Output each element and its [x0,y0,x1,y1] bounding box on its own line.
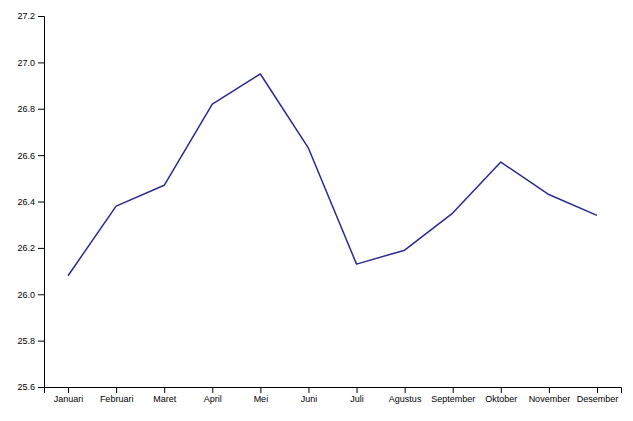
y-tick-label: 25.6 [17,382,35,392]
y-tick-mark [38,248,44,249]
x-tick-mark [260,387,261,393]
x-tick-mark [597,387,598,393]
x-axis: Januari Februari Maret April Mei Juni Juli Agus… [45,387,622,404]
x-tick-label: Februari [100,394,134,404]
y-tick-mark [38,341,44,342]
x-tick-mark [357,387,358,393]
x-tick-mark [116,387,117,393]
x-tick-mark [453,387,454,393]
x-tick-mark [501,387,502,393]
marks [68,74,597,276]
y-tick: 27.2 [17,11,44,21]
x-tick-label: Juli [350,394,364,404]
y-tick: 26.0 [17,290,44,300]
x-tick-label: April [204,394,222,404]
x-tick-label: Mei [254,394,269,404]
x-tick-label: Desember [577,394,619,404]
x-tick-label: Oktober [485,394,517,404]
x-tick-label: November [529,394,571,404]
y-axis-line [38,17,45,388]
x-tick: Oktober [485,387,517,404]
plot: Januari Februari Maret April Mei Juni Juli Agus… [17,11,621,404]
y-tick-label: 26.0 [17,290,35,300]
x-tick: September [431,387,475,404]
x-tick-label: Agustus [389,394,422,404]
y-tick: 26.8 [17,104,44,114]
x-tick: Juli [350,387,364,404]
chart: Januari Februari Maret April Mei Juni Juli Agus… [0,0,633,421]
x-tick: Januari [54,387,84,404]
y-tick: 25.8 [17,336,44,346]
y-tick-label: 25.8 [17,336,35,346]
y-tick-mark [38,387,44,388]
x-tick-label: Januari [54,394,84,404]
x-axis-line [45,388,622,394]
y-tick: 26.6 [17,151,44,161]
x-tick-label: September [431,394,475,404]
x-tick-label: Juni [301,394,318,404]
y-tick-label: 27.2 [17,11,35,21]
x-tick-mark [164,387,165,393]
y-tick: 25.6 [17,382,44,392]
y-tick: 26.2 [17,243,44,253]
x-tick: Mei [254,387,269,404]
x-tick: Februari [100,387,134,404]
x-tick: Juni [301,387,318,404]
y-tick-mark [38,16,44,17]
y-tick-mark [38,202,44,203]
y-tick-mark [38,109,44,110]
x-tick-mark [212,387,213,393]
x-tick: Maret [153,387,177,404]
x-tick-mark [68,387,69,393]
y-tick-mark [38,62,44,63]
y-tick-label: 26.2 [17,243,35,253]
x-tick: Agustus [389,387,422,404]
x-tick-label: Maret [153,394,177,404]
y-tick: 26.4 [17,197,44,207]
y-tick-mark [38,155,44,156]
y-tick-label: 26.8 [17,104,35,114]
y-tick-label: 27.0 [17,58,35,68]
x-tick: Desember [577,387,619,404]
y-tick-label: 26.6 [17,151,35,161]
x-tick-mark [308,387,309,393]
y-tick-label: 26.4 [17,197,35,207]
x-tick: April [204,387,222,404]
x-tick: November [529,387,571,404]
x-tick-mark [549,387,550,393]
line [68,74,597,276]
y-tick-mark [38,294,44,295]
y-axis: 25.6 25.8 26.0 26.2 26.4 26.6 26.8 27.0 27.2 [17,11,44,392]
x-tick-mark [405,387,406,393]
y-tick: 27.0 [17,58,44,68]
